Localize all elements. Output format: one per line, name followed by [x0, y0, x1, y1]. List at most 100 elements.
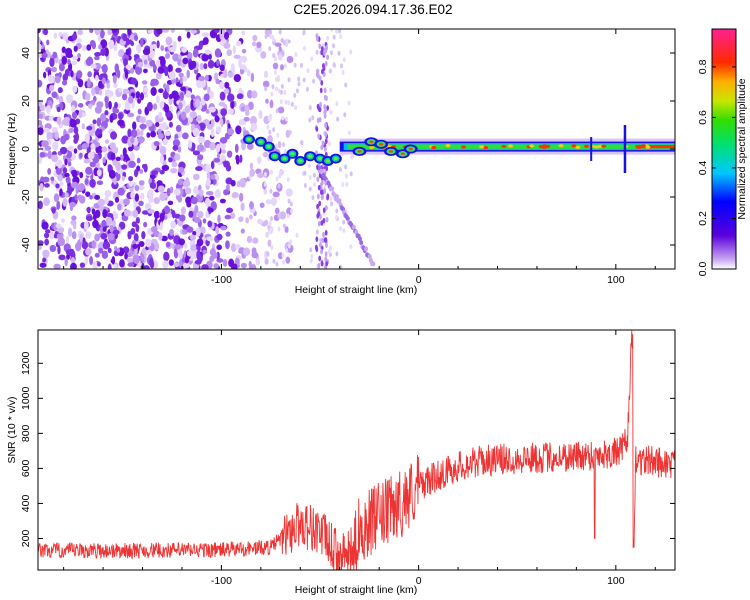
- noise-speckle: [286, 55, 294, 64]
- noise-speckle: [328, 245, 332, 251]
- noise-speckle: [43, 127, 51, 133]
- noise-speckle: [244, 104, 250, 114]
- noise-speckle: [285, 188, 293, 197]
- noise-speckle: [282, 259, 286, 265]
- noise-speckle: [39, 104, 45, 111]
- noise-speckle: [329, 87, 333, 93]
- trace-dot: [364, 246, 369, 252]
- noise-speckle: [324, 237, 328, 243]
- noise-speckle: [223, 31, 230, 40]
- noise-speckle: [251, 90, 258, 99]
- noise-speckle: [186, 69, 191, 79]
- noise-speckle: [316, 213, 320, 219]
- noise-speckle: [325, 260, 329, 267]
- noise-speckle: [321, 68, 324, 75]
- noise-speckle: [324, 131, 328, 138]
- noise-speckle: [79, 152, 83, 159]
- noise-speckle: [112, 74, 117, 84]
- noise-speckle: [286, 177, 290, 183]
- noise-speckle: [343, 112, 347, 118]
- noise-speckle: [199, 226, 206, 235]
- noise-speckle: [79, 233, 84, 243]
- noise-speckle: [328, 68, 332, 74]
- noise-speckle: [101, 65, 107, 71]
- noise-speckle: [166, 187, 171, 197]
- noise-speckle: [281, 115, 285, 121]
- noise-speckle: [321, 194, 324, 200]
- noise-speckle: [307, 163, 311, 169]
- noise-speckle: [97, 261, 101, 267]
- noise-speckle: [184, 105, 191, 114]
- noise-speckle: [166, 83, 170, 93]
- noise-speckle: [206, 236, 214, 242]
- noise-speckle: [207, 59, 215, 69]
- noise-speckle: [220, 108, 228, 117]
- noise-speckle: [130, 67, 135, 74]
- noise-speckle: [158, 232, 163, 241]
- noise-speckle: [275, 261, 279, 267]
- carrier-hotspot: [571, 144, 577, 148]
- noise-speckle: [132, 243, 138, 250]
- noise-speckle: [178, 259, 183, 268]
- noise-speckle: [278, 173, 282, 179]
- noise-speckle: [159, 154, 165, 164]
- noise-speckle: [130, 77, 138, 85]
- noise-speckle: [219, 198, 226, 204]
- noise-speckle: [288, 130, 292, 136]
- noise-speckle: [79, 262, 86, 268]
- noise-speckle: [205, 163, 211, 173]
- noise-speckle: [208, 195, 215, 201]
- noise-speckle: [226, 93, 235, 102]
- noise-speckle: [277, 141, 282, 149]
- noise-speckle: [175, 124, 182, 133]
- noise-speckle: [157, 128, 162, 134]
- noise-speckle: [283, 63, 287, 69]
- noise-speckle: [166, 79, 173, 86]
- colorbar-ticks: 0.0 0.2 0.4 0.6 0.8: [697, 59, 736, 276]
- noise-speckle: [61, 119, 68, 126]
- noise-speckle: [212, 178, 217, 185]
- noise-speckle: [135, 217, 140, 224]
- noise-speckle: [205, 210, 209, 219]
- carrier-hotspot: [545, 144, 551, 148]
- noise-speckle: [190, 99, 195, 109]
- noise-speckle: [295, 232, 299, 238]
- y-tick-label: 20: [20, 95, 32, 107]
- noise-speckle: [177, 196, 183, 203]
- noise-speckle: [121, 175, 125, 181]
- noise-speckle: [65, 176, 71, 184]
- noise-speckle: [94, 55, 100, 61]
- noise-speckle: [91, 208, 96, 215]
- noise-speckle: [107, 247, 112, 254]
- noise-speckle: [293, 92, 297, 98]
- noise-speckle: [57, 174, 63, 182]
- x-tick-label: -100: [211, 575, 232, 587]
- noise-speckle: [96, 117, 102, 127]
- noise-speckle: [145, 238, 152, 248]
- noise-speckle: [188, 139, 193, 149]
- noise-speckle: [54, 131, 59, 140]
- noise-speckle: [153, 210, 160, 219]
- snr-x-axis-label: Height of straight line (km): [295, 584, 418, 596]
- noise-speckle: [315, 49, 319, 55]
- noise-speckle: [224, 214, 232, 220]
- noise-speckle: [252, 237, 259, 244]
- noise-speckle: [204, 49, 211, 55]
- noise-speckle: [287, 100, 291, 106]
- noise-speckle: [168, 259, 174, 266]
- noise-speckle: [319, 237, 323, 243]
- noise-speckle: [203, 63, 208, 70]
- noise-speckle: [71, 181, 79, 189]
- carrier-hotspot: [483, 145, 489, 150]
- noise-speckle: [95, 145, 103, 154]
- noise-speckle: [72, 85, 78, 93]
- carrier-spike: [623, 125, 627, 173]
- noise-speckle: [97, 198, 106, 207]
- noise-speckle: [263, 188, 268, 195]
- noise-speckle: [219, 91, 226, 101]
- noise-speckle: [114, 196, 120, 203]
- noise-speckle: [44, 145, 52, 151]
- noise-speckle: [138, 184, 145, 191]
- noise-speckle: [89, 40, 96, 47]
